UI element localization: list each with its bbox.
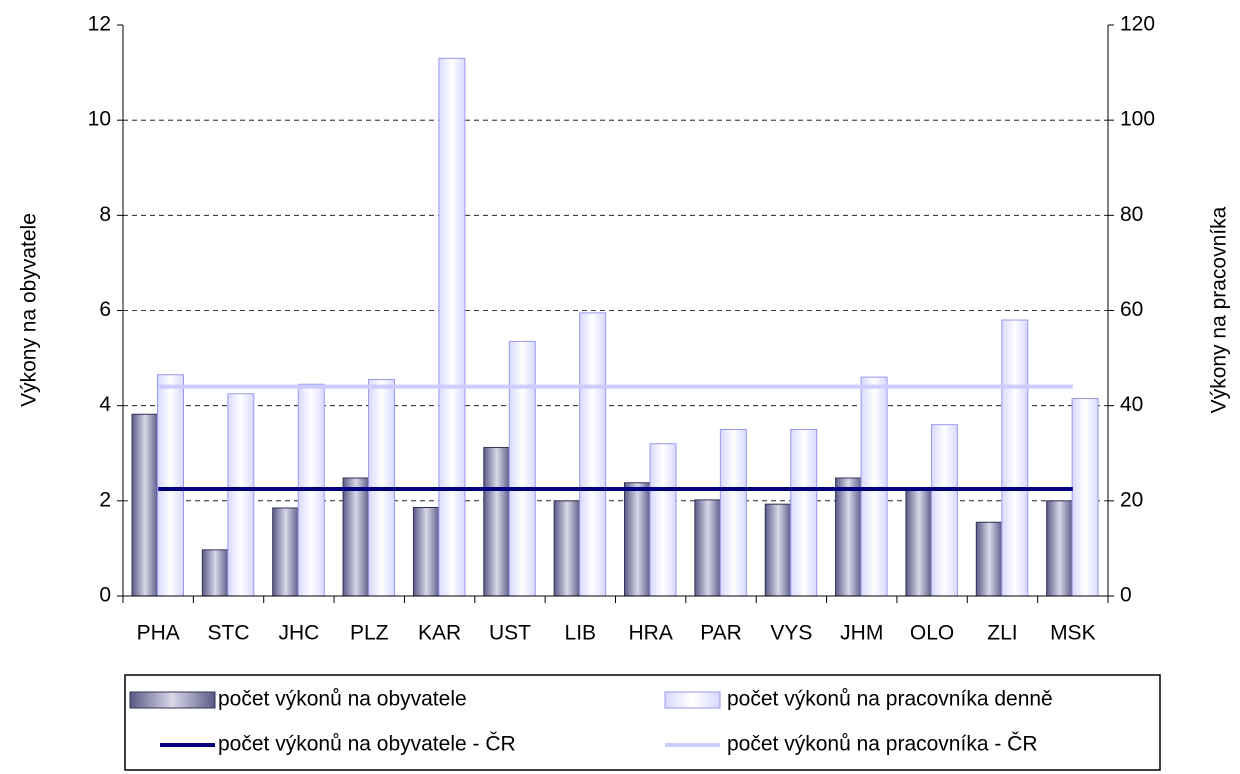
bar <box>131 413 159 597</box>
x-tick-label: MSK <box>1050 622 1096 645</box>
x-tick-label: UST <box>489 622 531 645</box>
y2-tick-label: 60 <box>1120 298 1143 321</box>
x-tick-label: VYS <box>770 622 812 645</box>
legend-label: počet výkonů na obyvatele - ČR <box>218 733 516 756</box>
bar <box>790 428 818 597</box>
y-tick-label: 4 <box>99 393 111 416</box>
x-tick-label: JHM <box>840 622 883 645</box>
bar <box>860 376 888 597</box>
y-tick-label: 12 <box>88 13 111 36</box>
legend-label: počet výkonů na obyvatele <box>218 688 467 711</box>
y-tick-label: 6 <box>99 298 111 321</box>
y2-tick-label: 40 <box>1120 393 1143 416</box>
x-tick-label: OLO <box>910 622 954 645</box>
y2-tick-label: 120 <box>1120 13 1155 36</box>
x-tick-label: PLZ <box>350 622 389 645</box>
y-tick-label: 10 <box>88 108 111 131</box>
bar <box>342 477 370 597</box>
bar <box>412 506 440 597</box>
bar <box>157 374 184 597</box>
y-tick-label: 0 <box>99 584 111 607</box>
bar <box>227 393 255 597</box>
bar <box>483 447 511 597</box>
bar <box>930 424 958 597</box>
bar <box>1071 398 1099 597</box>
bar <box>438 57 466 597</box>
bar <box>201 549 229 597</box>
bar <box>508 340 536 597</box>
x-tick-label: ZLI <box>987 622 1017 645</box>
bar <box>719 428 747 597</box>
bar <box>975 521 1003 597</box>
x-tick-label: KAR <box>418 622 461 645</box>
x-tick-label: PHA <box>137 622 180 645</box>
y-tick-label: 2 <box>99 488 111 511</box>
x-tick-label: STC <box>208 622 250 645</box>
legend-box <box>124 674 1161 771</box>
legend-swatch <box>664 691 721 709</box>
bar <box>624 482 651 597</box>
x-tick-label: HRA <box>629 622 673 645</box>
y-tick-label: 8 <box>99 203 111 226</box>
bar <box>649 443 677 597</box>
y2-tick-label: 100 <box>1120 108 1155 131</box>
bar <box>272 507 300 597</box>
bar <box>579 312 607 597</box>
bar <box>1001 319 1029 597</box>
bar <box>694 499 722 597</box>
bar <box>835 477 863 597</box>
legend-swatch <box>129 691 216 709</box>
y2-axis-label: Výkony na pracovníka <box>1208 206 1231 413</box>
y-axis-label: Výkony na obyvatele <box>18 213 41 407</box>
legend-label: počet výkonů na pracovníka denně <box>727 688 1053 711</box>
y2-tick-label: 20 <box>1120 488 1143 511</box>
y2-tick-label: 0 <box>1120 584 1132 607</box>
bar <box>905 487 933 597</box>
bar <box>553 500 581 597</box>
x-tick-label: LIB <box>565 622 597 645</box>
x-tick-label: JHC <box>278 622 319 645</box>
y2-tick-label: 80 <box>1120 203 1143 226</box>
bar <box>1046 500 1074 597</box>
legend-label: počet výkonů na pracovníka - ČR <box>727 733 1038 756</box>
bar <box>764 503 792 597</box>
x-tick-label: PAR <box>700 622 742 645</box>
